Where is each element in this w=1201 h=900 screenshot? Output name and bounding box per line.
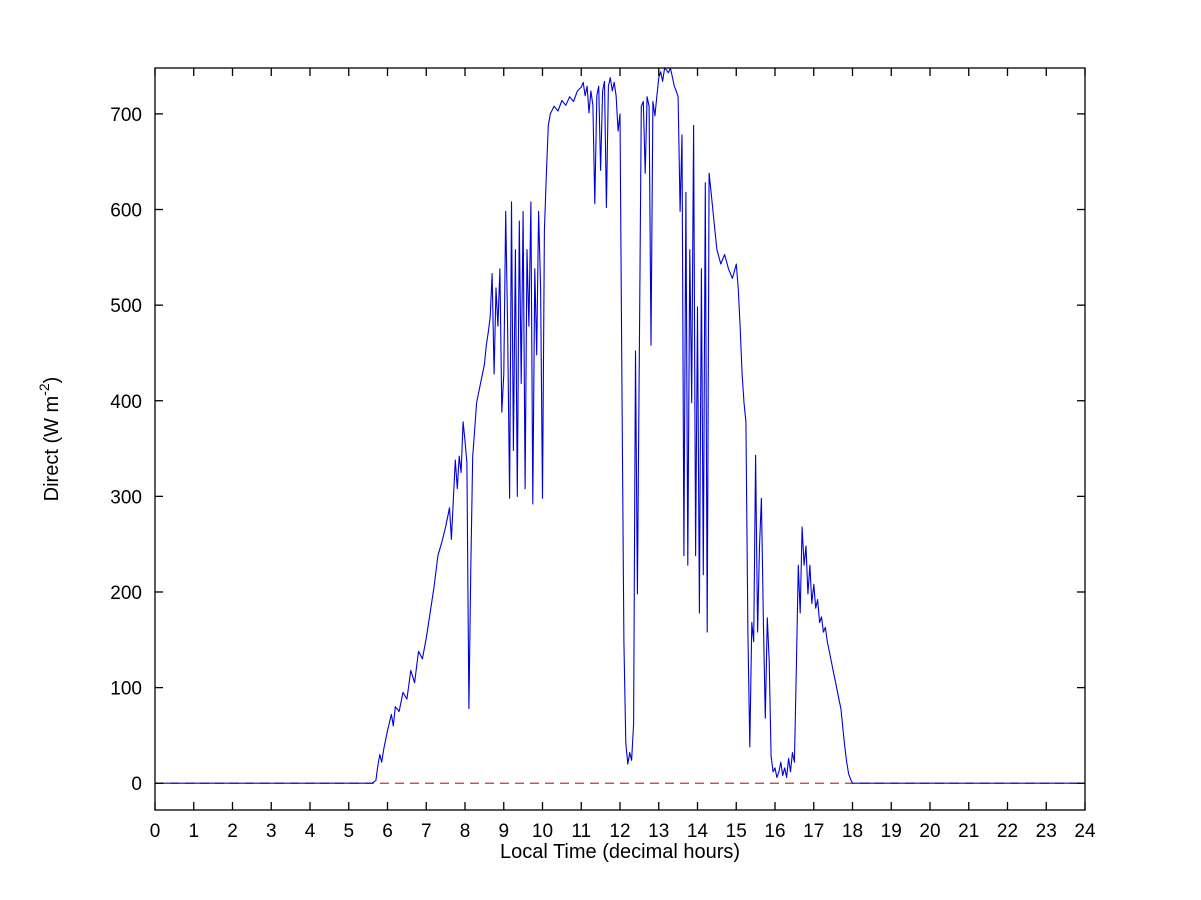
x-tick-label: 16 xyxy=(764,821,785,842)
x-tick-label: 21 xyxy=(958,821,979,842)
x-tick-label: 2 xyxy=(227,821,238,842)
x-tick-label: 17 xyxy=(803,821,824,842)
y-axis-label: Direct (W m-2) xyxy=(36,377,63,502)
y-tick-label: 200 xyxy=(110,583,142,604)
y-tick-label: 700 xyxy=(110,105,142,126)
x-tick-label: 23 xyxy=(1036,821,1057,842)
x-tick-label: 22 xyxy=(997,821,1018,842)
x-tick-label: 9 xyxy=(498,821,509,842)
x-tick-label: 14 xyxy=(687,821,709,842)
x-tick-label: 24 xyxy=(1074,821,1096,842)
y-axis-label-superscript: -2 xyxy=(36,383,52,396)
y-tick-label: 0 xyxy=(131,774,142,795)
x-tick-label: 11 xyxy=(571,821,591,842)
series-line-direct-irradiance xyxy=(155,67,1085,784)
x-tick-label: 5 xyxy=(343,821,354,842)
x-tick-label: 13 xyxy=(648,821,669,842)
y-tick-label: 400 xyxy=(110,392,142,413)
x-tick-label: 0 xyxy=(150,821,161,842)
x-tick-label: 7 xyxy=(421,821,432,842)
x-tick-label: 12 xyxy=(609,821,630,842)
y-tick-label: 500 xyxy=(110,296,142,317)
x-tick-label: 10 xyxy=(532,821,553,842)
y-tick-label: 100 xyxy=(110,679,142,700)
x-tick-label: 3 xyxy=(266,821,277,842)
x-tick-label: 6 xyxy=(382,821,393,842)
x-tick-label: 20 xyxy=(919,821,940,842)
y-tick-label: 600 xyxy=(110,201,142,222)
x-axis-label: Local Time (decimal hours) xyxy=(500,841,740,863)
x-tick-label: 4 xyxy=(305,821,316,842)
y-axis-label-prefix: Direct (W m xyxy=(41,396,63,502)
x-tick-label: 15 xyxy=(726,821,747,842)
x-tick-label: 18 xyxy=(842,821,863,842)
y-axis-label-suffix: ) xyxy=(41,377,63,384)
x-tick-label: 8 xyxy=(460,821,471,842)
y-tick-label: 300 xyxy=(110,487,142,508)
plot-area: 0 1 2 3 4 5 6 7 8 9 10 11 12 13 14 15 16 17 18 19 20 21 22 23 24… xyxy=(110,67,1096,842)
x-tick-label: 1 xyxy=(188,821,199,842)
x-tick-label: 19 xyxy=(881,821,902,842)
